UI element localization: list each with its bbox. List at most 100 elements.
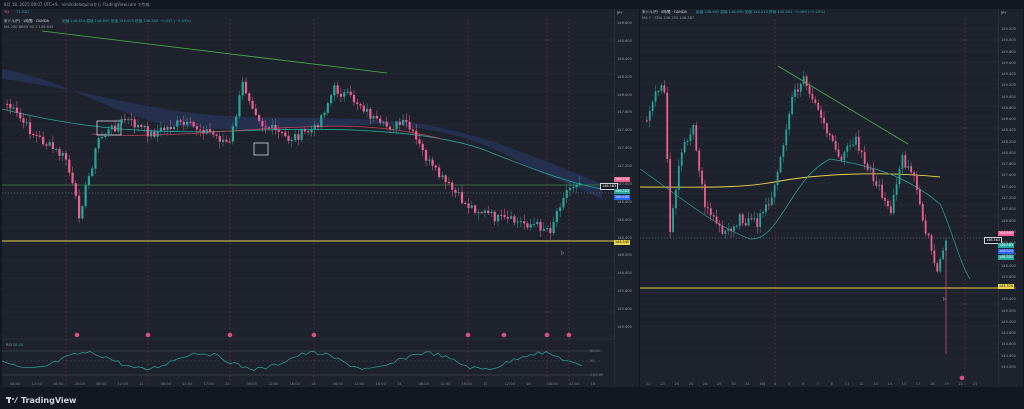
left-chart-canvas[interactable]: ⚐ 08:00 12:00 16:00 20:00 08:00 12:00 11 06:00 12… xyxy=(2,9,614,387)
time-axis-label: 08:00 xyxy=(247,382,258,386)
left-candle xyxy=(100,137,104,139)
left-candle xyxy=(48,142,51,146)
time-axis-label: 17 xyxy=(916,382,921,386)
price-axis-label: 146.800 xyxy=(617,199,632,204)
right-chart-canvas[interactable]: ⚐ 22 23 24 25 28 29 30 31 8月 4 5 6 7 8 11 12 13 14 15 17 18 19… xyxy=(640,9,998,387)
left-candle xyxy=(356,102,359,105)
right-candle xyxy=(788,113,791,130)
left-candle xyxy=(330,95,333,104)
left-chart-panel[interactable]: ⚐ 08:00 12:00 16:00 20:00 08:00 12:00 11 06:00 12… xyxy=(2,9,614,387)
left-tag-green: 146.583 xyxy=(614,189,631,194)
left-candle xyxy=(143,126,146,128)
left-candle xyxy=(362,105,365,112)
right-ma-legend[interactable]: MA 7 · SMA 146.253 146.587 xyxy=(642,16,695,20)
right-candle xyxy=(773,184,776,198)
highlight-box xyxy=(253,142,269,156)
left-candle xyxy=(379,118,382,123)
right-candle xyxy=(770,197,773,206)
right-candle xyxy=(718,223,721,226)
right-candle xyxy=(791,96,793,114)
right-chart-panel[interactable]: ⚐ 22 23 24 25 28 29 30 31 8月 4 5 6 7 8 11 12 13 14 15 17 18 19… xyxy=(640,9,1022,387)
right-candle xyxy=(863,152,866,164)
right-candle xyxy=(799,83,802,92)
right-candle xyxy=(814,99,817,104)
right-candle xyxy=(828,133,831,136)
left-candle xyxy=(205,129,208,134)
right-candle xyxy=(927,233,930,236)
left-candle xyxy=(264,126,267,128)
time-axis-label: 16:00 xyxy=(462,382,473,386)
right-candle xyxy=(727,228,730,231)
left-candle xyxy=(58,148,61,156)
left-candle xyxy=(483,210,487,213)
right-candle xyxy=(892,194,895,214)
rsi-legend[interactable]: RSI 58.20 xyxy=(6,343,23,348)
right-symbol-legend[interactable]: 米ドル/円 · 4時間 · OANDA xyxy=(642,10,687,14)
left-candle xyxy=(474,205,477,213)
price-axis-label: 148.600 xyxy=(617,38,632,43)
right-tag-green: 146.583 xyxy=(998,243,1015,248)
right-candle xyxy=(747,218,750,226)
left-ticker-box[interactable]: YD xyxy=(4,10,9,14)
right-candle xyxy=(901,155,904,169)
time-axis-label: 18:00 xyxy=(376,382,387,386)
left-candle xyxy=(251,100,254,109)
right-candle xyxy=(738,214,741,226)
left-candle xyxy=(258,114,261,121)
ma-line-yellow xyxy=(640,173,941,188)
right-candle xyxy=(701,170,703,185)
right-candle xyxy=(936,263,939,272)
right-candle xyxy=(907,166,910,168)
time-axis-label: 12:00 xyxy=(440,382,451,386)
price-axis-label: 145.400 xyxy=(1001,297,1016,302)
right-candle xyxy=(930,235,933,251)
right-candle xyxy=(823,117,825,124)
left-candle xyxy=(176,120,179,127)
right-candle xyxy=(698,150,701,171)
time-axis-label: 11 xyxy=(845,382,850,386)
event-marker xyxy=(566,332,572,338)
price-axis-label: 146.200 xyxy=(1001,252,1016,257)
right-candle xyxy=(942,250,944,259)
time-axis-label: 12:00 xyxy=(118,382,129,386)
right-candle xyxy=(785,129,788,146)
left-candle xyxy=(71,172,74,184)
left-candle xyxy=(6,103,9,105)
right-candle xyxy=(695,124,698,151)
time-axis-label: 22 xyxy=(958,382,963,386)
right-price-axis[interactable]: JPY 150.200 150.000 149.800 149.600 149.400 1… xyxy=(998,9,1023,387)
right-candle xyxy=(895,184,898,195)
left-candle xyxy=(127,119,130,121)
left-candle xyxy=(513,216,516,223)
price-axis-label: 147.200 xyxy=(617,164,632,169)
price-axis-label: 144.800 xyxy=(1001,331,1016,336)
left-candle xyxy=(310,129,313,133)
left-candle xyxy=(287,136,290,141)
right-candle xyxy=(677,165,680,190)
right-candle xyxy=(730,228,733,231)
left-candle xyxy=(68,159,71,173)
rsi-value: 58.20 xyxy=(13,343,24,347)
left-candle xyxy=(271,124,274,129)
tradingview-logo[interactable]: TradingView xyxy=(6,396,76,405)
left-ma-legend[interactable]: MA 200 BBOY 95.1 146.845 xyxy=(4,25,54,29)
time-axis-label: 12:00 xyxy=(354,382,365,386)
left-candle xyxy=(166,126,169,131)
left-candle xyxy=(136,125,140,128)
left-symbol-legend[interactable]: 米ドル/円 · 1時間 · OANDA xyxy=(4,19,49,23)
event-marker xyxy=(501,332,507,338)
right-candle xyxy=(857,136,860,151)
price-axis-label: 149.400 xyxy=(1001,72,1016,77)
price-axis-label: 145.800 xyxy=(1001,274,1016,279)
right-candle xyxy=(802,76,805,84)
left-candle xyxy=(228,141,231,143)
left-candle xyxy=(91,168,94,176)
left-candle xyxy=(150,131,153,137)
right-candle xyxy=(872,168,875,182)
left-candle xyxy=(186,121,189,125)
price-axis-label: 147.000 xyxy=(1001,207,1016,212)
left-candle xyxy=(104,135,107,138)
right-candle xyxy=(921,204,924,221)
time-axis-label: 29 xyxy=(717,382,722,386)
right-candle xyxy=(846,145,849,152)
